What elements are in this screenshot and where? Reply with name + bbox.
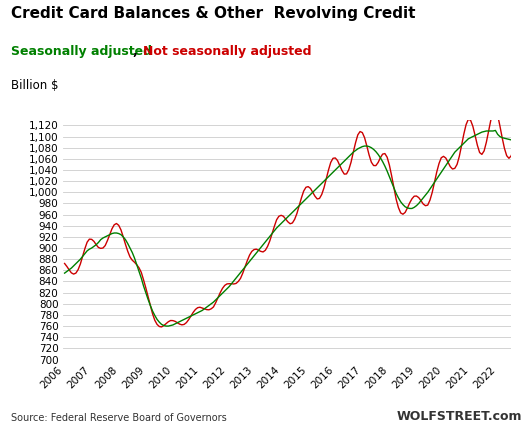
Text: Seasonally adjusted: Seasonally adjusted	[11, 45, 152, 58]
Text: Source: Federal Reserve Board of Governors: Source: Federal Reserve Board of Governo…	[11, 413, 226, 423]
Text: Credit Card Balances & Other  Revolving Credit: Credit Card Balances & Other Revolving C…	[11, 6, 415, 21]
Text: Billion $: Billion $	[11, 79, 58, 92]
Text: ,: ,	[133, 45, 142, 58]
Text: Not seasonally adjusted: Not seasonally adjusted	[143, 45, 312, 58]
Text: WOLFSTREET.com: WOLFSTREET.com	[396, 410, 522, 423]
